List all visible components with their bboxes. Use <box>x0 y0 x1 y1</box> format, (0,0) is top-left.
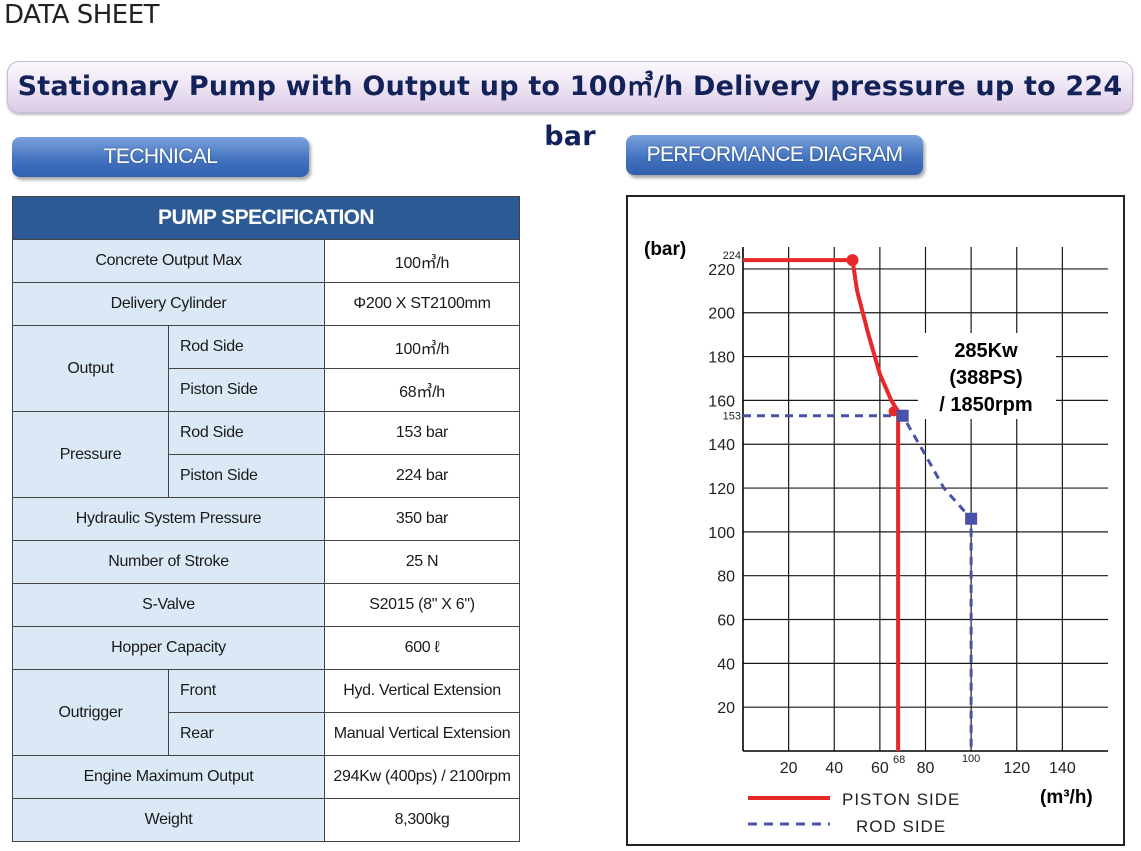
annotation-line: (388PS) <box>949 367 1022 389</box>
spec-value: 100㎥/h <box>323 239 521 283</box>
annotation-line: 285Kw <box>954 340 1018 362</box>
x-tick-label: 80 <box>917 760 935 777</box>
spec-label: S-Valve <box>12 583 325 627</box>
spec-group-label: Outrigger <box>12 669 169 756</box>
piston-side-point <box>888 406 899 417</box>
x-tick-label: 140 <box>1049 760 1076 777</box>
y-tick-label: 180 <box>708 350 735 367</box>
y-tick-label: 80 <box>717 569 735 586</box>
piston-side-point <box>846 254 859 267</box>
spec-value: Φ200 X ST2100mm <box>323 282 521 326</box>
table-row: Concrete Output Max 100㎥/h <box>12 239 521 283</box>
spec-value: 294Kw (400ps) / 2100rpm <box>323 755 521 799</box>
spec-group-label: Pressure <box>12 411 169 498</box>
table-row: Rear Manual Vertical Extension <box>13 712 521 756</box>
technical-section-header: TECHNICAL <box>12 137 309 177</box>
product-banner: Stationary Pump with Output up to 100㎥/h… <box>7 61 1133 152</box>
spec-group-label: Output <box>12 325 169 412</box>
spec-label: Hopper Capacity <box>12 626 325 670</box>
y-tick-label: 160 <box>708 393 735 410</box>
x-tick-label: 20 <box>780 760 798 777</box>
performance-section-header: PERFORMANCE DIAGRAM <box>626 135 923 175</box>
x-tick-label: 40 <box>825 760 843 777</box>
annotation-background <box>918 333 1056 419</box>
x-tick-label: 60 <box>871 760 889 777</box>
spec-sublabel: Rod Side <box>168 325 325 369</box>
spec-value: 68㎥/h <box>323 368 521 412</box>
spec-value: Manual Vertical Extension <box>323 712 521 756</box>
spec-value: Hyd. Vertical Extension <box>323 669 521 713</box>
table-row: S-Valve S2015 (8" X 6") <box>12 583 521 627</box>
table-row: Piston Side 224 bar <box>13 454 521 498</box>
spec-value: 600 ℓ <box>323 626 521 670</box>
y-tick-label: 200 <box>708 306 735 323</box>
y-tick-label: 220 <box>708 262 735 279</box>
spec-value: 224 bar <box>323 454 521 498</box>
series-line-piston-side <box>743 258 901 751</box>
y-marker-label-153: 153 <box>723 411 741 423</box>
x-marker-label-100: 100 <box>962 753 980 765</box>
spec-value: 100㎥/h <box>323 325 521 369</box>
y-axis-label: (bar) <box>644 239 686 260</box>
annotation-line: / 1850rpm <box>939 394 1032 416</box>
spec-sublabel: Rear <box>168 712 325 756</box>
spec-value: S2015 (8" X 6") <box>323 583 521 627</box>
table-row: Output Rod Side 100㎥/h <box>12 325 521 412</box>
spec-sublabel: Piston Side <box>168 368 325 412</box>
y-tick-label: 40 <box>717 656 735 673</box>
rod-side-point <box>965 512 978 525</box>
spec-sublabel: Rod Side <box>168 411 325 455</box>
spec-label: Engine Maximum Output <box>12 755 325 799</box>
pump-specification-table: PUMP SPECIFICATION Concrete Output Max 1… <box>11 196 521 842</box>
spec-value: 25 N <box>323 540 521 584</box>
spec-label: Concrete Output Max <box>12 239 325 283</box>
table-row: Outrigger Front Hyd. Vertical Extension <box>12 669 521 756</box>
spec-label: Number of Stroke <box>12 540 325 584</box>
performance-chart: 20 40 60 80 100 120 140 160 180 200 220 20 40 60 80 120… <box>644 239 1108 836</box>
table-row: Piston Side 68㎥/h <box>13 368 521 412</box>
table-header-row: PUMP SPECIFICATION <box>11 196 521 240</box>
table-row: Engine Maximum Output 294Kw (400ps) / 21… <box>12 755 521 799</box>
x-tick-label: 120 <box>1003 760 1030 777</box>
spec-sublabel: Front <box>168 669 325 713</box>
document-title: DATA SHEET <box>4 0 160 30</box>
y-tick-label: 140 <box>708 437 735 454</box>
table-row: Delivery Cylinder Φ200 X ST2100mm <box>12 282 521 326</box>
y-tick-label: 100 <box>708 525 735 542</box>
spec-label: Weight <box>12 798 325 842</box>
y-tick-label: 20 <box>717 700 735 717</box>
spec-value: 350 bar <box>323 497 521 541</box>
spec-label: Delivery Cylinder <box>12 282 325 326</box>
y-marker-label-224: 224 <box>723 250 741 262</box>
legend-label-piston-side: PISTON SIDE <box>842 790 960 809</box>
table-row: Weight 8,300kg <box>12 798 521 842</box>
legend-label-rod-side: ROD SIDE <box>856 817 946 836</box>
table-row: Pressure Rod Side 153 bar <box>12 411 521 498</box>
table-row: Number of Stroke 25 N <box>12 540 521 584</box>
y-tick-label: 120 <box>708 481 735 498</box>
x-axis-label: (m³/h) <box>1040 787 1093 808</box>
table-row: Hydraulic System Pressure 350 bar <box>12 497 521 541</box>
performance-diagram: 20 40 60 80 100 120 140 160 180 200 220 20 40 60 80 120… <box>626 195 1125 846</box>
table-row: Hopper Capacity 600 ℓ <box>12 626 521 670</box>
y-tick-label: 60 <box>717 613 735 630</box>
spec-value: 153 bar <box>323 411 521 455</box>
spec-sublabel: Piston Side <box>168 454 325 498</box>
x-marker-label-68: 68 <box>893 754 905 766</box>
rod-side-point <box>896 409 909 422</box>
spec-value: 8,300kg <box>323 798 521 842</box>
series-line-rod-side <box>743 414 973 751</box>
spec-label: Hydraulic System Pressure <box>12 497 325 541</box>
table-header: PUMP SPECIFICATION <box>11 196 521 240</box>
